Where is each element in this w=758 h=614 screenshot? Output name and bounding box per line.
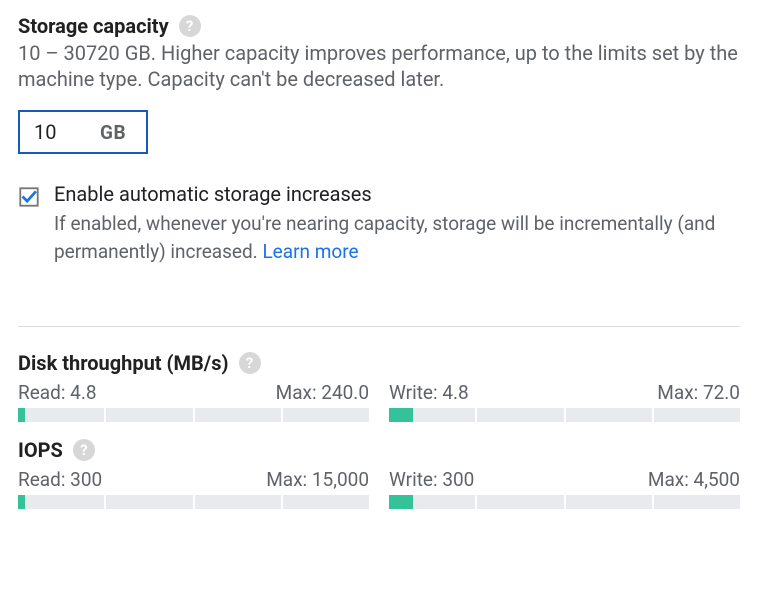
iops-read-bar [18, 495, 369, 509]
divider [18, 326, 740, 327]
throughput-write-cell: Write: 4.8 Max: 72.0 [389, 381, 740, 422]
disk-throughput-heading: Disk throughput (MB/s) [18, 351, 229, 375]
storage-capacity-unit: GB [100, 121, 126, 144]
iops-read-label: Read: 300 [18, 468, 102, 491]
auto-increase-description: If enabled, whenever you're nearing capa… [54, 210, 740, 266]
check-icon [18, 186, 40, 208]
iops-write-cell: Write: 300 Max: 4,500 [389, 468, 740, 509]
throughput-read-cell: Read: 4.8 Max: 240.0 [18, 381, 369, 422]
throughput-write-bar [389, 408, 740, 422]
iops-read-cell: Read: 300 Max: 15,000 [18, 468, 369, 509]
iops-read-max: Max: 15,000 [266, 468, 369, 491]
auto-increase-checkbox[interactable] [18, 186, 40, 208]
learn-more-link[interactable]: Learn more [262, 240, 358, 263]
storage-capacity-input[interactable] [34, 120, 74, 144]
iops-write-label: Write: 300 [389, 468, 474, 491]
iops-heading: IOPS [18, 438, 63, 462]
throughput-write-label: Write: 4.8 [389, 381, 469, 404]
storage-capacity-input-wrap[interactable]: GB [18, 110, 148, 154]
throughput-read-label: Read: 4.8 [18, 381, 97, 404]
help-icon[interactable]: ? [239, 352, 261, 374]
help-icon[interactable]: ? [179, 15, 201, 37]
help-icon[interactable]: ? [73, 439, 95, 461]
iops-write-max: Max: 4,500 [648, 468, 740, 491]
iops-write-bar [389, 495, 740, 509]
storage-capacity-heading: Storage capacity [18, 14, 169, 38]
throughput-read-bar [18, 408, 369, 422]
auto-increase-title: Enable automatic storage increases [54, 182, 740, 206]
throughput-write-max: Max: 72.0 [657, 381, 740, 404]
storage-capacity-description: 10 – 30720 GB. Higher capacity improves … [18, 40, 740, 92]
throughput-read-max: Max: 240.0 [276, 381, 369, 404]
